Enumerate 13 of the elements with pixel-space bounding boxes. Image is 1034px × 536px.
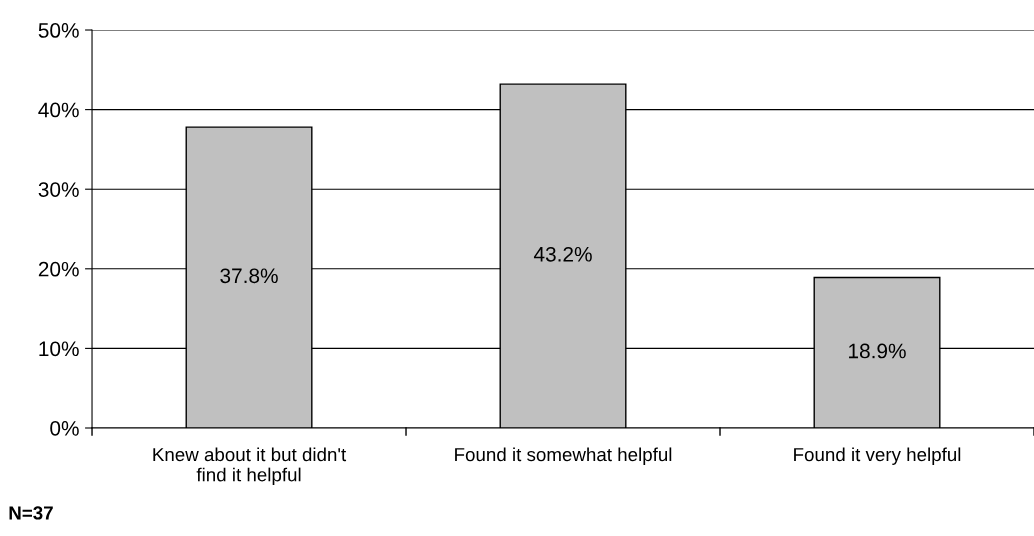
x-tick-label: Found it very helpful xyxy=(794,447,961,465)
y-tick-label: 30% xyxy=(38,182,79,197)
y-tick-label: 10% xyxy=(39,341,79,357)
x-tick-label: Knew about it but didn't find it helpful xyxy=(153,447,347,486)
y-tick-label: 40% xyxy=(38,102,79,118)
data-label: 43.2% xyxy=(533,246,592,262)
y-tick-label: 50% xyxy=(38,23,79,38)
data-label: 37.8% xyxy=(220,268,278,284)
y-tick-label: 20% xyxy=(38,261,79,277)
y-tick-label: 0% xyxy=(50,421,79,436)
data-label: 18.9% xyxy=(849,343,906,359)
text: N=37 xyxy=(9,506,53,520)
x-tick-label: Found it somewhat helpful xyxy=(455,447,672,465)
